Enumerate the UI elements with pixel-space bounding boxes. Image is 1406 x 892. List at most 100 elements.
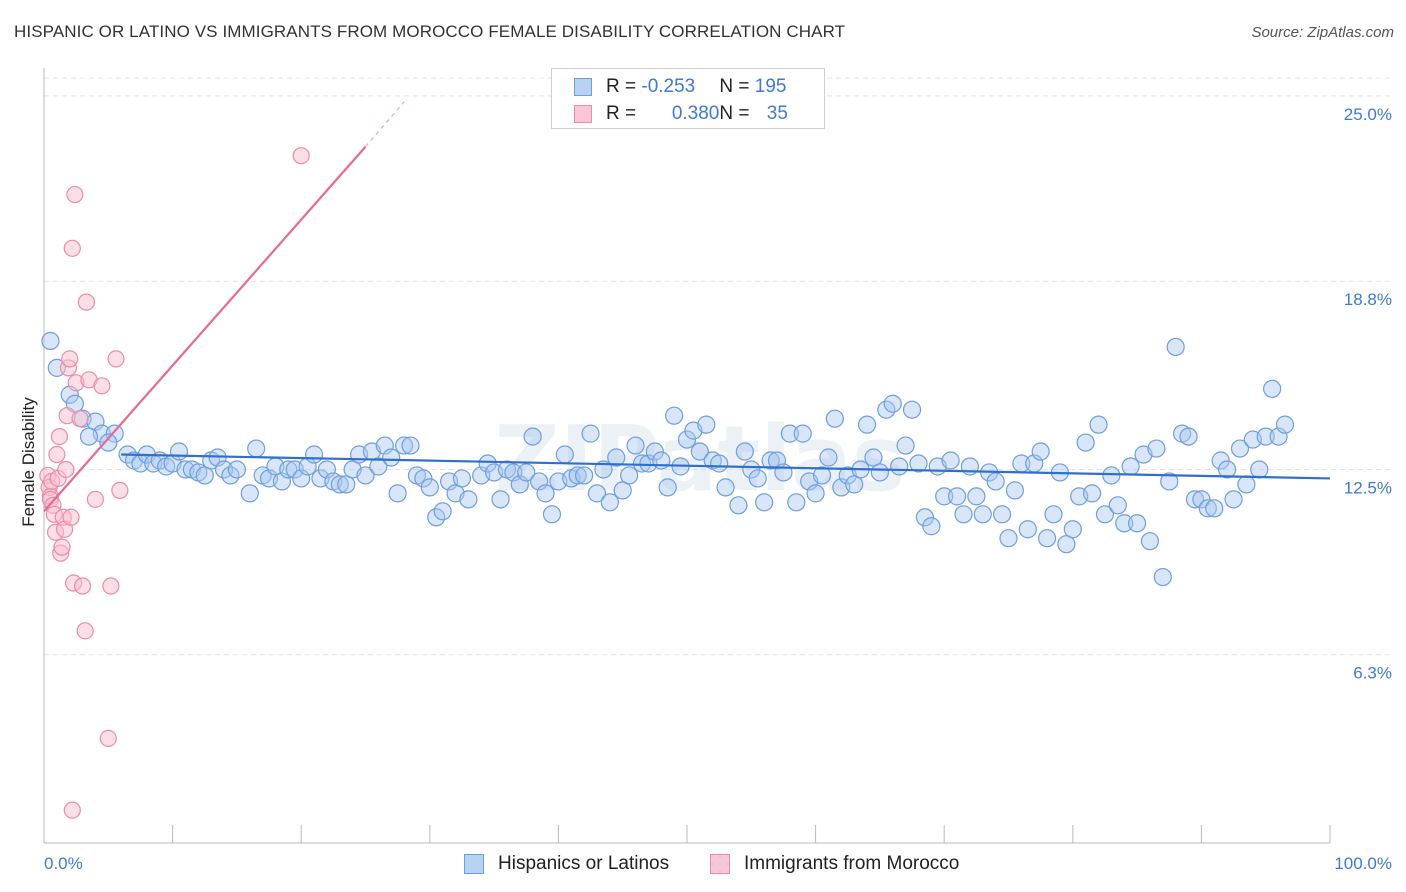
data-point-morocco [111,481,129,499]
data-point-hispanic [1198,499,1217,518]
legend-r-value: -0.253 [641,76,696,97]
bottom-legend-morocco[interactable]: Immigrants from Morocco [710,852,959,876]
data-point-hispanic [1185,490,1205,509]
data-point-hispanic [542,505,562,524]
data-point-hispanic [478,454,497,473]
data-point-hispanic [812,466,832,485]
data-point-hispanic [105,424,124,443]
data-point-hispanic [169,442,189,461]
data-point-hispanic [1166,337,1185,357]
data-point-hispanic [1095,505,1115,524]
data-point-hispanic [227,460,246,479]
legend-n-label: N = [719,103,755,124]
data-point-hispanic [1037,529,1057,548]
data-point-hispanic [41,331,60,351]
data-point-hispanic [632,454,652,473]
data-point-hispanic [761,451,780,470]
data-point-hispanic [999,529,1018,548]
trend-lines [43,101,1331,513]
data-point-hispanic [896,436,915,455]
data-point-hispanic [369,457,388,476]
legend-row-hispanics: R = -0.253 N = 195 [574,75,786,99]
bottom-legend-label: Immigrants from Morocco [744,853,960,874]
data-point-hispanic [645,442,664,461]
data-point-morocco [102,577,120,595]
y-tick-label: 25.0% [1344,105,1392,124]
data-point-hispanic [665,406,684,425]
data-point-hispanic [652,451,671,470]
data-point-hispanic [517,463,536,482]
gridlines [44,77,1392,656]
data-point-hispanic [1140,532,1160,551]
data-point-hispanic [787,493,806,512]
data-point-morocco [86,490,105,508]
data-point-hispanic [1160,472,1179,491]
data-point-hispanic [857,415,877,434]
data-point-hispanic [1263,379,1282,398]
data-point-hispanic [973,505,992,524]
data-point-hispanic [401,436,420,455]
data-point-morocco [292,147,310,165]
x-tick-label-max: 100.0% [1334,854,1392,873]
data-point-morocco [50,427,69,446]
data-point-hispanic [1115,514,1134,533]
data-point-morocco [62,508,80,526]
data-point-hispanic [1218,460,1237,479]
data-point-hispanic [1076,433,1095,452]
bottom-legend-swatch-blue [464,854,484,874]
data-point-morocco [107,350,125,368]
source-label: Source: ZipAtlas.com [1251,24,1394,41]
data-point-hispanic [568,466,587,485]
data-point-morocco [93,377,111,395]
data-point-morocco [48,445,66,464]
legend-swatch-blue [574,78,592,96]
data-point-hispanic [986,472,1005,491]
data-point-hispanic [742,460,761,479]
bottom-legend-hispanics[interactable]: Hispanics or Latinos [464,852,669,876]
data-point-hispanic [710,454,729,473]
data-point-morocco [71,410,89,428]
data-point-hispanic [922,517,941,536]
data-point-hispanic [1192,490,1211,509]
data-point-hispanic [992,505,1012,524]
data-point-hispanic [1205,499,1224,518]
data-point-hispanic [1147,439,1166,458]
data-point-morocco [66,185,84,204]
data-point-hispanic [620,466,639,485]
data-point-hispanic [1063,520,1082,539]
data-point-morocco [57,460,75,479]
data-point-hispanic [697,415,716,434]
y-tick-label: 6.3% [1353,664,1392,683]
data-point-hispanic [909,454,928,473]
data-point-hispanic [587,484,607,503]
data-point-morocco [99,729,117,748]
trend-line-hispanics [121,453,1331,480]
data-point-hispanic [935,487,954,506]
y-tick-label: 18.8% [1344,290,1392,309]
series-hispanics-points [41,331,1295,587]
stats-legend: R = -0.253 N = 195 R = 0.380 N = 35 [551,68,825,129]
data-point-hispanic [626,436,645,455]
data-point-hispanic [870,463,890,482]
data-point-hispanic [716,478,735,497]
data-point-hispanic [279,460,298,479]
legend-swatch-pink [574,105,592,123]
y-tick-labels: 6.3% 12.5% 18.8% 25.0% [1344,105,1392,683]
data-point-hispanic [1275,415,1295,434]
data-point-hispanic [1153,567,1172,587]
data-point-morocco [53,538,71,556]
data-point-hispanic [523,427,542,446]
legend-n-value: 35 [766,103,788,124]
data-point-hispanic [825,409,844,428]
legend-r-value: 0.380 [671,103,720,124]
bottom-legend-label: Hispanics or Latinos [498,853,670,874]
x-tick-label-min: 0.0% [44,854,83,873]
data-point-hispanic [1102,466,1121,485]
data-point-hispanic [690,442,709,461]
data-point-hispanic [1108,496,1127,515]
data-point-hispanic [1237,475,1256,494]
y-tick-label: 12.5% [1344,478,1392,497]
data-point-morocco [61,350,79,368]
data-point-morocco [63,801,81,819]
data-point-hispanic [735,442,754,461]
